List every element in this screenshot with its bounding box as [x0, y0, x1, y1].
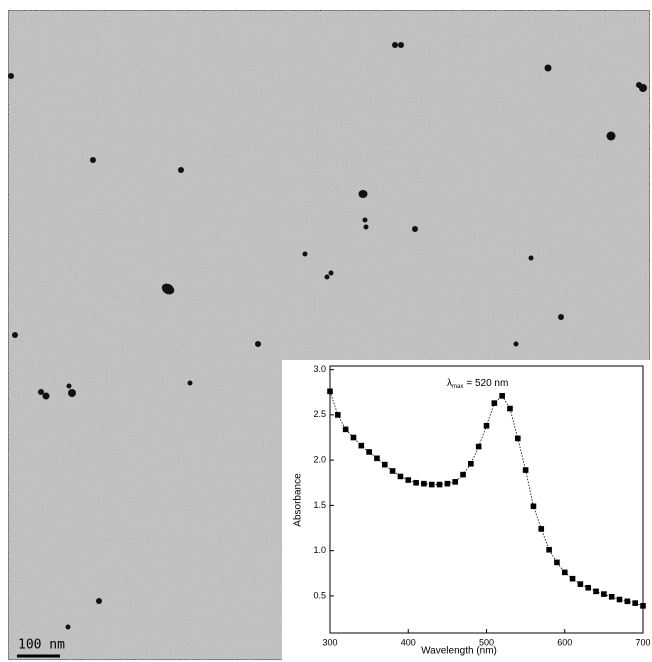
data-point [428, 481, 435, 488]
data-point [530, 503, 537, 510]
data-point [569, 575, 576, 582]
x-tick-label: 600 [557, 637, 572, 647]
annotation-symbol: λ [447, 378, 452, 389]
x-tick-label: 400 [401, 637, 416, 647]
annotation: λmax = 520 nm [447, 378, 508, 390]
y-tick-label: 1.0 [313, 545, 326, 555]
y-tick-label: 2.0 [313, 455, 326, 465]
data-point [499, 393, 505, 399]
y-tick-label: 0.5 [313, 590, 326, 600]
data-point [616, 596, 623, 603]
x-tick-label: 300 [322, 637, 337, 647]
data-point [335, 412, 341, 418]
data-point [397, 473, 404, 480]
data-point [632, 600, 638, 606]
data-point [608, 593, 615, 600]
data-point [554, 559, 560, 566]
data-point [405, 477, 412, 483]
data-point [475, 443, 482, 450]
data-point [491, 400, 498, 406]
data-point [374, 455, 380, 462]
data-point [522, 467, 529, 473]
annotation-subscript: max [452, 384, 463, 390]
annotation-text: = 520 nm [466, 378, 508, 389]
data-point [624, 598, 631, 605]
data-point [483, 422, 490, 429]
data-point [327, 388, 333, 395]
data-point [507, 405, 513, 412]
data-point [593, 588, 599, 595]
x-tick-label: 500 [479, 637, 494, 647]
data-point [585, 584, 592, 591]
particles [8, 42, 647, 630]
y-tick-label: 2.5 [313, 409, 326, 419]
data-point [358, 442, 365, 449]
data-point [468, 460, 474, 467]
data-point [452, 479, 458, 485]
data-point [546, 546, 552, 553]
data-point [460, 471, 466, 478]
data-point [381, 461, 388, 468]
x-tick-label: 700 [635, 637, 650, 647]
inset-panel [282, 360, 650, 660]
y-tick-label: 3.0 [313, 364, 326, 374]
data-point [366, 449, 372, 455]
data-point [538, 526, 545, 532]
data-point [601, 591, 607, 597]
data-point [436, 481, 443, 488]
data-point [421, 480, 427, 487]
data-point [342, 426, 349, 433]
x-axis-label: Wavelength (nm) [421, 646, 497, 657]
scale-bar-label: 100 nm [18, 638, 65, 653]
data-point [444, 480, 451, 487]
y-tick-label: 1.5 [313, 500, 326, 510]
data-point [413, 479, 419, 486]
data-point [515, 435, 521, 442]
data-point [350, 434, 357, 441]
data-point [389, 468, 396, 474]
data-point [561, 569, 568, 576]
data-point [640, 603, 646, 609]
data-point [577, 581, 584, 587]
y-axis-label: Absorbance [293, 473, 304, 527]
